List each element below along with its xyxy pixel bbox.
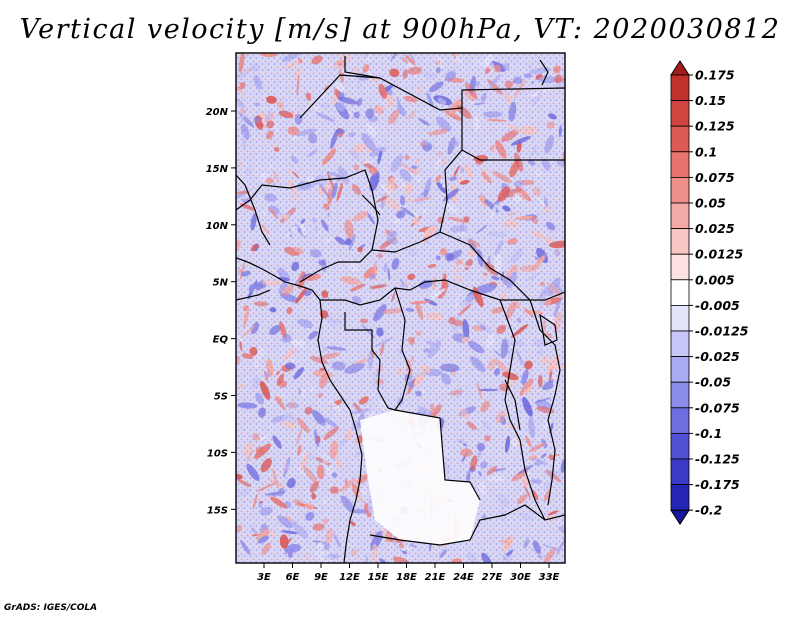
colorbar-level-label: 0.125 bbox=[695, 119, 735, 134]
lon-tick-label: 30E bbox=[510, 572, 531, 583]
colorbar-level-label: -0.2 bbox=[695, 503, 722, 518]
colorbar-swatch bbox=[670, 125, 690, 153]
colorbar-level-label: -0.05 bbox=[695, 375, 731, 390]
lat-tick-label: 5N bbox=[213, 278, 229, 289]
lon-tick-label: 24E bbox=[453, 572, 474, 583]
colorbar-level-label: -0.125 bbox=[695, 452, 740, 467]
colorbar-level-label: -0.0125 bbox=[695, 324, 749, 339]
colorbar-level-label: -0.175 bbox=[695, 477, 740, 492]
colorbar-swatch bbox=[670, 432, 690, 460]
lat-tick-label: 5S bbox=[214, 392, 228, 403]
colorbar-swatch bbox=[670, 176, 690, 204]
lon-tick-label: 33E bbox=[539, 572, 560, 583]
lat-tick-label: 15N bbox=[206, 164, 229, 175]
colorbar-level-label: 0.025 bbox=[695, 221, 735, 236]
colorbar-level-label: -0.005 bbox=[695, 298, 740, 313]
country-borders bbox=[236, 56, 565, 563]
latitude-axis: 20N 15N 10N 5N EQ 5S 10S 15S bbox=[206, 107, 236, 516]
lon-tick-label: 6E bbox=[286, 572, 300, 583]
lon-tick-label: 15E bbox=[368, 572, 389, 583]
lon-tick-label: 21E bbox=[425, 572, 446, 583]
colorbar-level-label: 0.005 bbox=[695, 272, 735, 287]
colorbar-bottom-arrow bbox=[670, 509, 690, 526]
colorbar-swatch bbox=[670, 228, 690, 255]
lat-tick-label: EQ bbox=[213, 335, 229, 346]
lat-tick-label: 20N bbox=[206, 107, 229, 118]
chart-title: Vertical velocity [m/s] at 900hPa, VT: 2… bbox=[19, 14, 781, 45]
colorbar-level-label: -0.1 bbox=[695, 426, 722, 441]
colorbar: 0.175 0.15 0.125 0.1 0.075 0.05 0.025 0.0125 0.0… bbox=[670, 60, 749, 526]
colorbar-level-label: 0.15 bbox=[695, 93, 726, 108]
lon-tick-label: 3E bbox=[257, 572, 271, 583]
lon-tick-label: 27E bbox=[482, 572, 503, 583]
lon-tick-label: 18E bbox=[396, 572, 417, 583]
colorbar-swatch bbox=[670, 253, 690, 281]
colorbar-level-label: 0.1 bbox=[695, 144, 717, 159]
colorbar-swatch bbox=[670, 407, 690, 434]
colorbar-level-label: -0.025 bbox=[695, 349, 740, 364]
colorbar-level-label: 0.075 bbox=[695, 170, 735, 185]
credit-text: GrADS: IGES/COLA bbox=[4, 603, 98, 613]
lat-tick-label: 10N bbox=[206, 221, 229, 232]
colorbar-swatch bbox=[670, 151, 690, 178]
lat-tick-label: 15S bbox=[207, 505, 228, 516]
colorbar-swatch bbox=[670, 330, 690, 358]
lon-tick-label: 9E bbox=[314, 572, 328, 583]
colorbar-swatch bbox=[670, 279, 690, 306]
colorbar-swatch bbox=[670, 74, 690, 102]
lon-tick-label: 12E bbox=[339, 572, 360, 583]
map-frame bbox=[235, 52, 566, 564]
colorbar-level-label: -0.075 bbox=[695, 400, 740, 415]
colorbar-swatch bbox=[670, 458, 690, 486]
lat-tick-label: 10S bbox=[207, 448, 228, 459]
colorbar-swatch bbox=[670, 484, 690, 511]
calm-region bbox=[360, 410, 480, 545]
colorbar-top-arrow bbox=[670, 60, 690, 76]
colorbar-swatch bbox=[670, 100, 690, 127]
colorbar-level-label: 0.0125 bbox=[695, 247, 744, 262]
colorbar-level-label: 0.175 bbox=[695, 68, 735, 83]
colorbar-swatch bbox=[670, 202, 690, 230]
colorbar-swatch bbox=[670, 356, 690, 383]
colorbar-swatch bbox=[670, 304, 690, 332]
colorbar-swatch bbox=[670, 381, 690, 409]
longitude-axis: 3E 6E 9E 12E 15E 18E 21E 24E 27E 30E 33E bbox=[257, 563, 560, 583]
colorbar-level-label: 0.05 bbox=[695, 196, 726, 211]
velocity-field bbox=[236, 53, 565, 563]
